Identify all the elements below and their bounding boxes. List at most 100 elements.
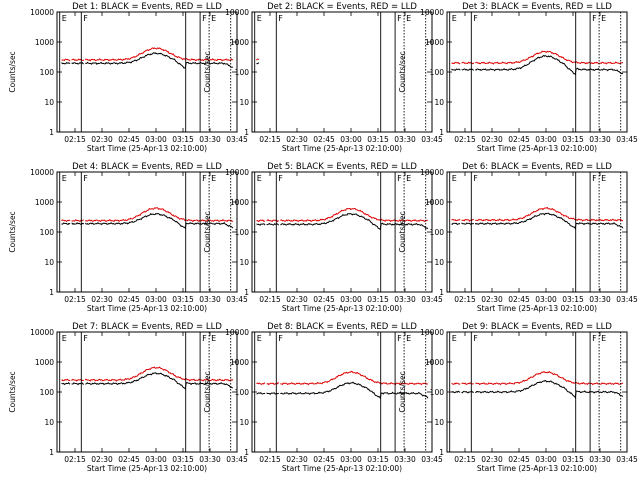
series-events-line <box>474 212 624 231</box>
x-tick-label: 02:15 <box>259 135 281 144</box>
event-code: E <box>257 334 262 343</box>
y-tick-label: 100 <box>430 228 445 237</box>
x-tick-label: 03:45 <box>421 135 443 144</box>
x-tick-label: 03:30 <box>394 455 416 464</box>
series-lld-line <box>451 382 461 385</box>
series-lld-line <box>71 378 84 382</box>
event-code: E <box>452 14 457 23</box>
plot-frame <box>251 11 433 133</box>
plot-frame <box>251 171 433 293</box>
x-tick-label: 02:15 <box>454 295 476 304</box>
x-tick-label: 03:45 <box>421 295 443 304</box>
event-code: E <box>601 14 606 23</box>
panel-title: Det 8: BLACK = Events, RED = LLD <box>267 322 417 332</box>
series-events-line <box>461 390 474 394</box>
y-tick-label: 100 <box>40 228 55 237</box>
y-tick-label: 10000 <box>30 168 54 177</box>
panel-title: Det 7: BLACK = Events, RED = LLD <box>72 322 222 332</box>
y-tick-label: 10 <box>239 98 249 107</box>
x-tick-label: 03:15 <box>367 135 389 144</box>
series-lld-line <box>451 61 461 65</box>
series-events-line <box>71 382 84 386</box>
event-code: E <box>257 14 262 23</box>
event-code: F <box>83 334 88 343</box>
series-lld-line <box>256 382 266 385</box>
x-tick-label: 03:30 <box>589 135 611 144</box>
x-tick-label: 02:45 <box>508 295 530 304</box>
series-events-line <box>280 212 429 231</box>
x-tick-label: 03:00 <box>145 455 167 464</box>
event-code: E <box>452 334 457 343</box>
event-code: F <box>278 334 283 343</box>
event-code: F <box>592 174 597 183</box>
event-code: E <box>62 174 67 183</box>
x-tick-label: 02:45 <box>508 135 530 144</box>
y-tick-label: 1 <box>49 288 54 297</box>
event-code: E <box>406 14 411 23</box>
x-axis-label: Start Time (25-Apr-13 02:10:00) <box>87 304 207 313</box>
x-tick-label: 02:15 <box>454 455 476 464</box>
y-tick-label: 10 <box>239 258 249 267</box>
series-lld-line <box>256 58 260 61</box>
y-tick-label: 10 <box>434 258 444 267</box>
series-events-line <box>61 222 71 226</box>
event-code: E <box>257 174 262 183</box>
x-tick-label: 02:45 <box>118 135 140 144</box>
panel-det-2: Det 2: BLACK = Events, RED = LLD11010010… <box>203 2 443 153</box>
series-events-line <box>461 222 475 226</box>
x-tick-label: 02:30 <box>286 295 308 304</box>
x-tick-label: 02:15 <box>259 455 281 464</box>
panel-title: Det 1: BLACK = Events, RED = LLD <box>72 2 222 12</box>
event-code: F <box>473 334 478 343</box>
x-tick-label: 02:45 <box>313 295 335 304</box>
x-tick-label: 03:00 <box>535 295 557 304</box>
series-events-line <box>71 62 84 65</box>
y-tick-label: 1 <box>49 128 54 137</box>
y-tick-label: 1000 <box>35 198 54 207</box>
event-code: F <box>278 174 283 183</box>
series-lld-line <box>84 366 234 382</box>
x-tick-label: 03:30 <box>589 295 611 304</box>
y-tick-label: 10000 <box>420 8 444 17</box>
series-lld-line <box>451 218 461 222</box>
x-tick-label: 03:00 <box>145 135 167 144</box>
x-tick-label: 02:30 <box>286 455 308 464</box>
series-events-line <box>461 68 475 71</box>
x-tick-label: 03:00 <box>340 295 362 304</box>
plot-frame <box>56 171 238 293</box>
y-tick-label: 1000 <box>35 358 54 367</box>
y-tick-label: 1000 <box>230 358 249 367</box>
y-tick-label: 100 <box>430 388 445 397</box>
series-lld-line <box>84 207 234 223</box>
series-lld-line <box>461 61 475 65</box>
event-code: F <box>473 174 478 183</box>
y-tick-label: 10 <box>434 418 444 427</box>
y-axis-label: Counts/sec <box>203 51 212 92</box>
series-lld-line <box>61 219 71 223</box>
y-tick-label: 10000 <box>420 168 444 177</box>
series-lld-line <box>461 382 474 385</box>
event-code: F <box>592 14 597 23</box>
series-lld-line <box>61 378 71 382</box>
x-tick-label: 03:15 <box>367 295 389 304</box>
y-tick-label: 10000 <box>225 328 249 337</box>
x-tick-label: 03:30 <box>589 455 611 464</box>
x-tick-label: 02:15 <box>259 295 281 304</box>
x-axis-label: Start Time (25-Apr-13 02:10:00) <box>282 144 402 153</box>
y-tick-label: 100 <box>235 68 250 77</box>
x-axis-label: Start Time (25-Apr-13 02:10:00) <box>282 464 402 473</box>
x-tick-label: 03:45 <box>616 295 638 304</box>
y-tick-label: 1000 <box>35 38 54 47</box>
x-axis-label: Start Time (25-Apr-13 02:10:00) <box>477 144 597 153</box>
series-lld-line <box>61 58 71 62</box>
y-tick-label: 10000 <box>225 168 249 177</box>
x-tick-label: 03:15 <box>172 295 194 304</box>
x-tick-label: 03:45 <box>226 135 248 144</box>
y-tick-label: 10000 <box>225 8 249 17</box>
y-tick-label: 10 <box>434 98 444 107</box>
x-tick-label: 03:30 <box>394 295 416 304</box>
panel-det-3: Det 3: BLACK = Events, RED = LLD 1 10 100 10… <box>398 2 638 153</box>
series-events-line <box>256 62 260 65</box>
x-tick-label: 03:15 <box>562 135 584 144</box>
series-lld-line <box>280 207 428 223</box>
